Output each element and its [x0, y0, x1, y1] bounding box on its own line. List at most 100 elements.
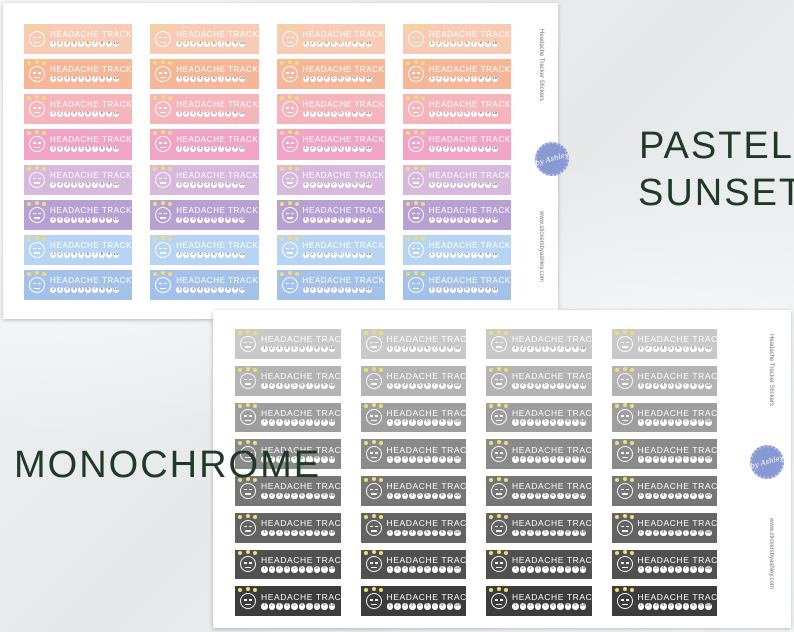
pain-scale-number: 4: [534, 566, 541, 573]
pain-scale-number: 9: [232, 286, 239, 293]
pain-scale-number: 9: [484, 216, 491, 223]
pain-scale-number: 1: [302, 111, 309, 118]
sticker-info: HEADACHE TRACKER12345678910: [386, 372, 466, 390]
pain-scale-number: 9: [446, 456, 453, 463]
pain-scale-number: 7: [92, 41, 98, 48]
pain-scale-number: 7: [306, 566, 313, 573]
pain-scale-number: 6: [424, 492, 431, 500]
pain-scale-number: 7: [92, 111, 98, 118]
spark-icon: [168, 96, 173, 101]
spark-icon: [246, 550, 250, 555]
pain-scale-number: 2: [519, 529, 526, 537]
sticker-info: HEADACHE TRACKER12345678910: [512, 519, 592, 537]
pain-scale-number: 4: [534, 529, 541, 537]
pain-scale-number: 1: [637, 566, 644, 573]
pain-scale-number: 6: [298, 566, 305, 573]
headache-tracker-sticker: HEADACHE TRACKER12345678910: [360, 329, 466, 359]
pain-scale-number: 10: [328, 382, 335, 390]
pain-scale: 1 2 3 4 5 6 7 8 9 10: [302, 111, 372, 118]
pain-scale-number: 3: [276, 345, 283, 353]
pain-scale-number: 1: [428, 76, 435, 83]
pain-scale-number: 4: [534, 345, 541, 353]
spark-icon: [27, 131, 31, 136]
sheet-url-text: www.stickersbyashley.com: [538, 211, 544, 282]
headache-face-icon: [153, 95, 173, 118]
spark-icon: [238, 588, 242, 593]
pain-scale-number: 1: [302, 286, 309, 293]
pain-scale-number: 4: [660, 603, 667, 610]
headache-tracker-sticker: HEADACHE TRACKER12345678910: [24, 129, 133, 160]
pain-scale-number: 6: [549, 603, 556, 610]
pain-scale-number: 8: [99, 181, 105, 188]
spark-icon: [413, 95, 418, 100]
pain-scale-number: 2: [268, 566, 275, 573]
sticker-title: HEADACHE TRACKER: [386, 592, 467, 602]
spark-icon: [405, 166, 410, 171]
headache-face-icon: [363, 587, 383, 610]
pain-scale-number: 9: [572, 566, 579, 573]
pain-scale-number: 9: [572, 529, 579, 537]
pain-scale-number: 6: [337, 111, 344, 118]
sticker-title: HEADACHE TRACKER: [261, 592, 341, 602]
pain-scale-number: 4: [283, 529, 290, 537]
spark-icon: [279, 26, 284, 31]
pain-scale-number: 9: [358, 111, 365, 118]
mouth-icon: [286, 252, 293, 254]
pain-scale-number: 3: [401, 529, 408, 537]
spark-icon: [629, 330, 634, 335]
pain-scale-number: 7: [92, 286, 98, 293]
spark-icon: [497, 550, 501, 555]
sticker-info: HEADACHE TRACKER12345678910: [261, 519, 341, 537]
spark-icon: [35, 200, 39, 205]
headache-face-icon: [27, 235, 46, 258]
mouth-icon: [412, 111, 419, 114]
pain-scale: 1 2 3 4 5 6 7 8 9 10: [386, 566, 461, 573]
sticker-info: HEADACHE TRACKER12345678910: [386, 482, 466, 500]
pain-scale-number: 9: [446, 345, 453, 353]
brand-badge: by Ashley: [749, 445, 784, 479]
mouth-icon: [621, 493, 628, 495]
pain-scale-number: 9: [484, 251, 491, 258]
mouth-icon: [34, 111, 40, 114]
pain-scale-number: 10: [365, 146, 372, 153]
sticker-title: HEADACHE TRACKER: [261, 335, 341, 345]
pain-scale: 1 2 3 4 5 6 7 8 9 10: [637, 345, 712, 353]
spark-icon: [42, 131, 46, 136]
pain-scale-number: 9: [446, 566, 453, 573]
pain-scale-number: 7: [470, 146, 477, 153]
mouth-icon: [286, 182, 293, 184]
pain-scale-number: 3: [316, 216, 323, 223]
pain-scale-number: 5: [416, 603, 423, 610]
pain-scale-number: 5: [416, 382, 423, 390]
pain-scale-number: 2: [435, 181, 442, 188]
sticker-info: HEADACHE TRACKER12345678910: [512, 409, 592, 426]
pain-scale-number: 2: [183, 146, 190, 153]
sticker-info: HEADACHE TRACKER12345678910: [386, 519, 466, 537]
pain-scale-number: 4: [660, 492, 667, 500]
spark-icon: [238, 367, 242, 372]
mouth-icon: [245, 530, 251, 532]
pain-scale-number: 4: [283, 345, 290, 353]
pain-scale-number: 2: [183, 41, 190, 48]
spark-icon: [42, 166, 46, 171]
headache-face-icon: [279, 165, 299, 188]
mouth-icon: [370, 419, 377, 422]
pain-scale: 1 2 3 4 5 6 7 8 9 10: [637, 419, 712, 426]
pain-scale-number: 10: [239, 181, 246, 188]
sticker-info: HEADACHE TRACKER12345678910: [302, 101, 385, 118]
spark-icon: [161, 165, 166, 170]
spark-icon: [168, 26, 173, 31]
pain-scale: 1 2 3 4 5 6 7 8 9 10: [428, 111, 498, 118]
pain-scale-number: 4: [660, 566, 667, 573]
pain-scale-number: 7: [431, 492, 438, 500]
pain-scale-number: 10: [454, 345, 461, 353]
pain-scale-number: 5: [416, 419, 423, 426]
pain-scale: 1 2 3 4 5 6 7 8 9 10: [386, 492, 461, 500]
spark-icon: [287, 95, 292, 100]
pain-scale-number: 3: [276, 382, 283, 390]
headache-face-icon: [363, 440, 383, 463]
mouth-icon: [496, 493, 502, 495]
pain-scale-number: 8: [99, 146, 105, 153]
pain-scale-number: 1: [428, 146, 435, 153]
pain-scale-number: 3: [652, 603, 659, 610]
